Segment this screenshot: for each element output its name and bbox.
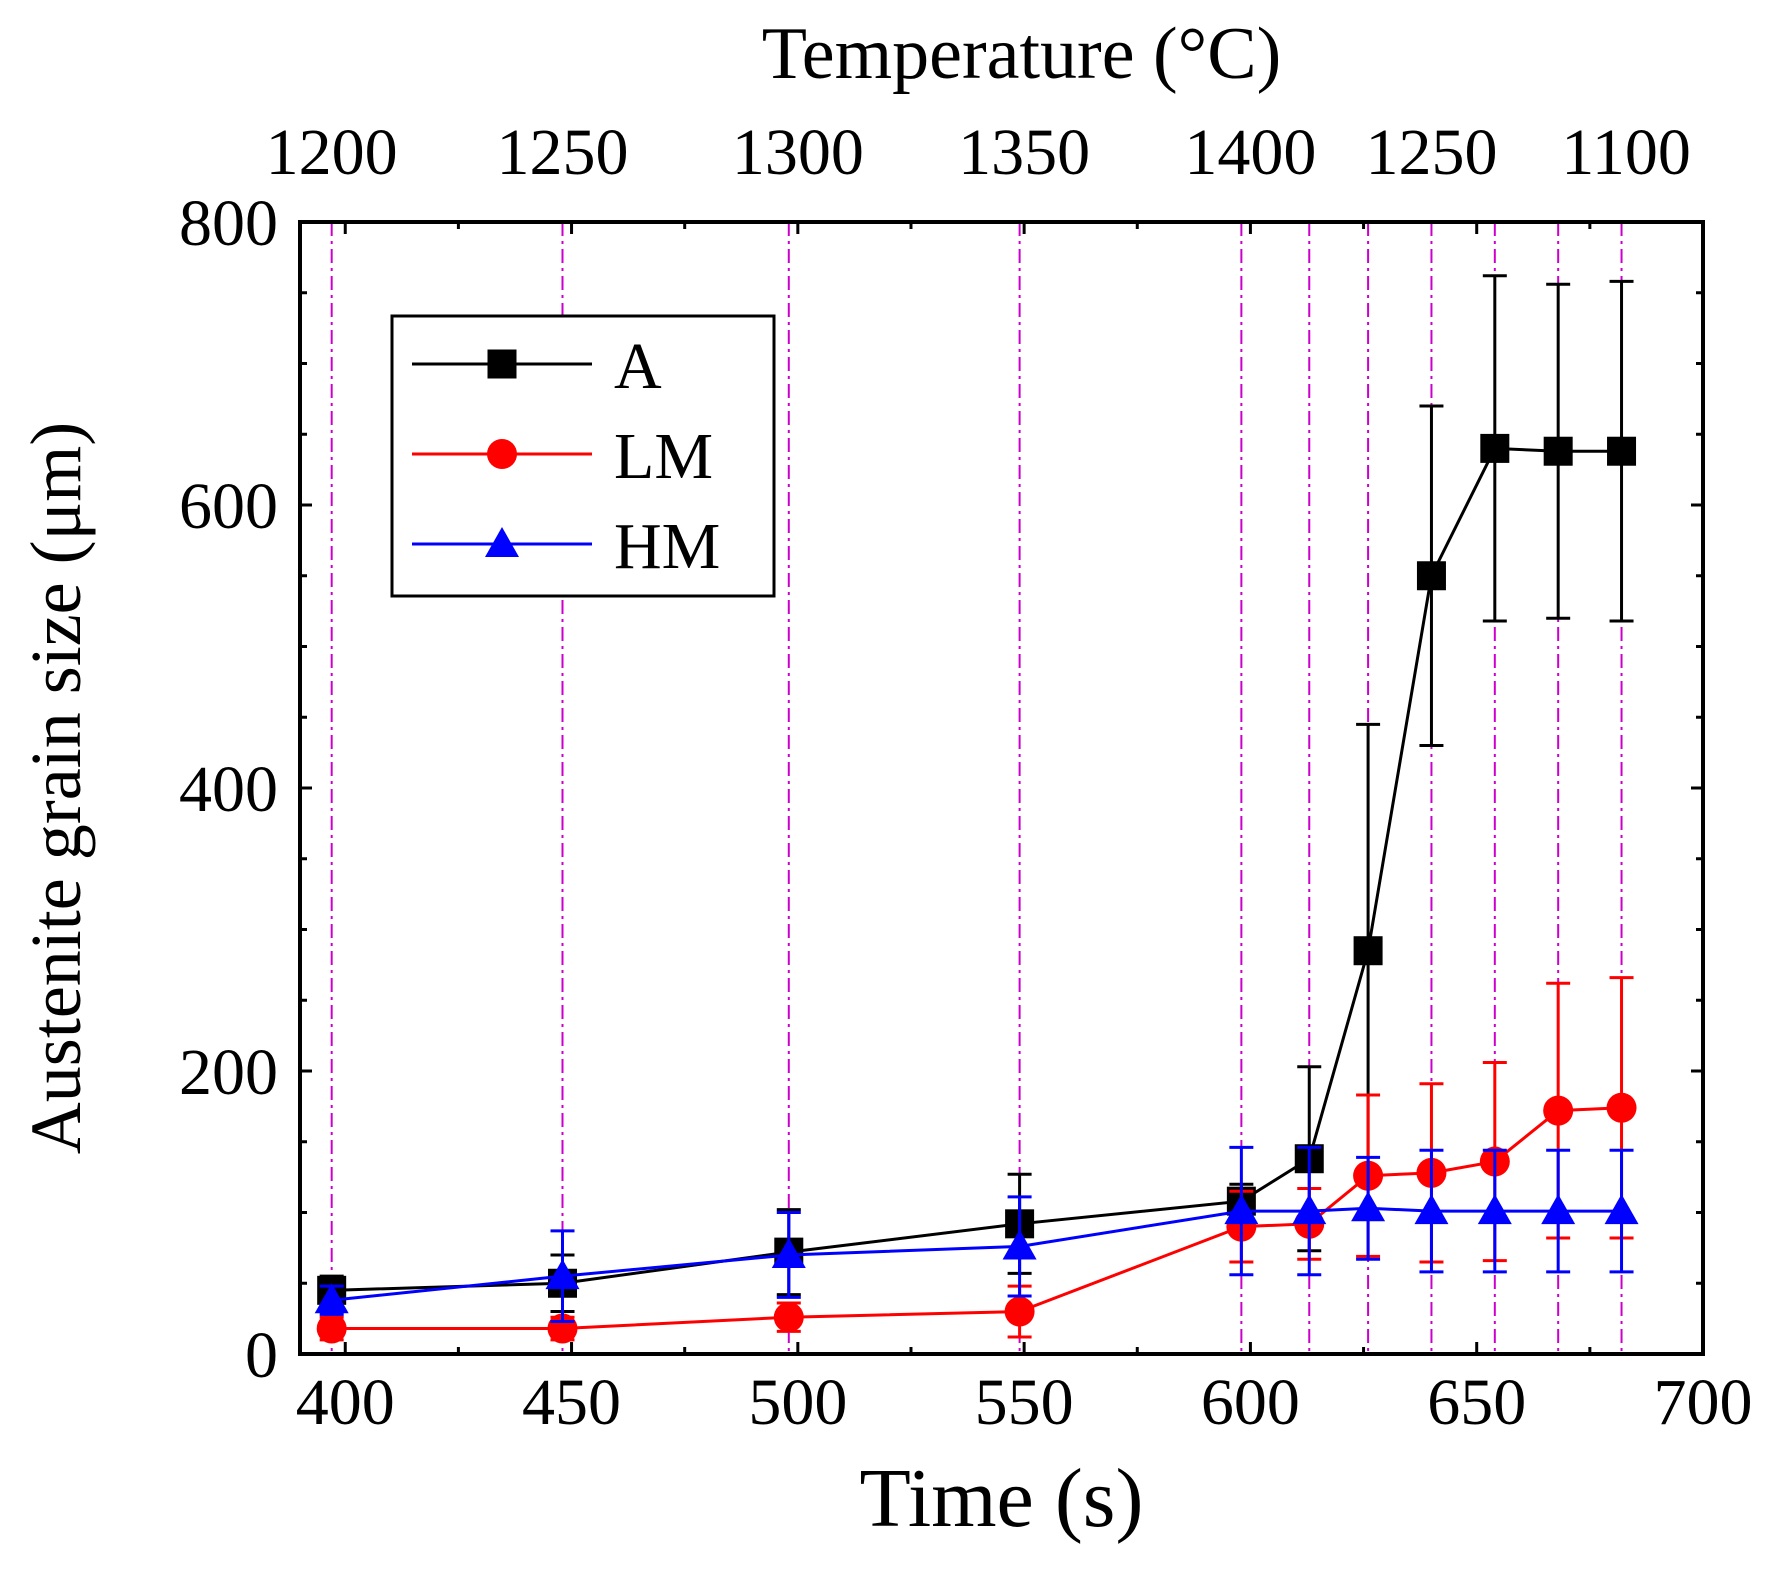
y-tick-label: 400 (179, 753, 278, 826)
x-tick-label: 650 (1427, 1366, 1526, 1439)
top-tick-label: 1300 (732, 116, 864, 189)
top-tick-label: 1400 (1184, 116, 1316, 189)
data-point (773, 1302, 804, 1333)
x-tick-label: 700 (1654, 1366, 1753, 1439)
data-point (1606, 1092, 1637, 1123)
legend-item-lm: LM (412, 420, 713, 493)
top-tick-label: 1250 (1365, 116, 1497, 189)
data-point (1414, 1194, 1449, 1225)
data-point (1416, 561, 1446, 591)
x-tick-label: 500 (748, 1366, 847, 1439)
data-point (545, 1259, 580, 1290)
legend-marker (487, 439, 517, 469)
x-axis-label: Time (s) (860, 1452, 1144, 1545)
y-axis-label: Austenite grain size (μm) (16, 422, 96, 1154)
legend-item-hm: HM (412, 510, 720, 583)
data-point (771, 1237, 806, 1268)
data-point (1604, 1194, 1639, 1225)
data-point (1351, 1191, 1386, 1222)
legend-label: A (614, 330, 662, 403)
data-point (1224, 1194, 1259, 1225)
data-point (1477, 1194, 1512, 1225)
legend: A LM HM (390, 314, 776, 598)
top-tick-label: 1200 (266, 116, 398, 189)
legend-marker (485, 527, 519, 557)
top-axis-label: Temperature (°C) (762, 13, 1282, 95)
data-point (1002, 1229, 1037, 1260)
top-tick-label: 1350 (958, 116, 1090, 189)
legend-label: LM (614, 420, 713, 493)
data-point (316, 1313, 347, 1344)
x-tick-label: 400 (296, 1366, 395, 1439)
y-tick-label: 200 (179, 1036, 278, 1109)
data-point (1543, 436, 1573, 466)
series-hm (314, 1145, 1639, 1323)
data-point (1541, 1194, 1576, 1225)
data-point (314, 1283, 349, 1314)
data-point (1607, 436, 1637, 466)
x-tick-label: 450 (522, 1366, 621, 1439)
legend-label: HM (614, 510, 720, 583)
data-point (1353, 936, 1383, 966)
legend-item-a: A (412, 330, 662, 403)
y-tick-label: 0 (245, 1319, 278, 1392)
top-tick-label: 1250 (496, 116, 628, 189)
top-tick-label: 1100 (1561, 116, 1691, 189)
y-tick-label: 600 (179, 470, 278, 543)
data-point (1480, 433, 1510, 463)
legend-marker (487, 349, 517, 379)
data-point (1292, 1194, 1327, 1225)
x-tick-label: 550 (975, 1366, 1074, 1439)
data-point (1543, 1095, 1574, 1126)
series-layer (314, 274, 1639, 1344)
y-tick-label: 800 (179, 187, 278, 260)
x-tick-label: 600 (1201, 1366, 1300, 1439)
data-point (1004, 1296, 1035, 1327)
axis-ticks (300, 220, 1705, 1356)
